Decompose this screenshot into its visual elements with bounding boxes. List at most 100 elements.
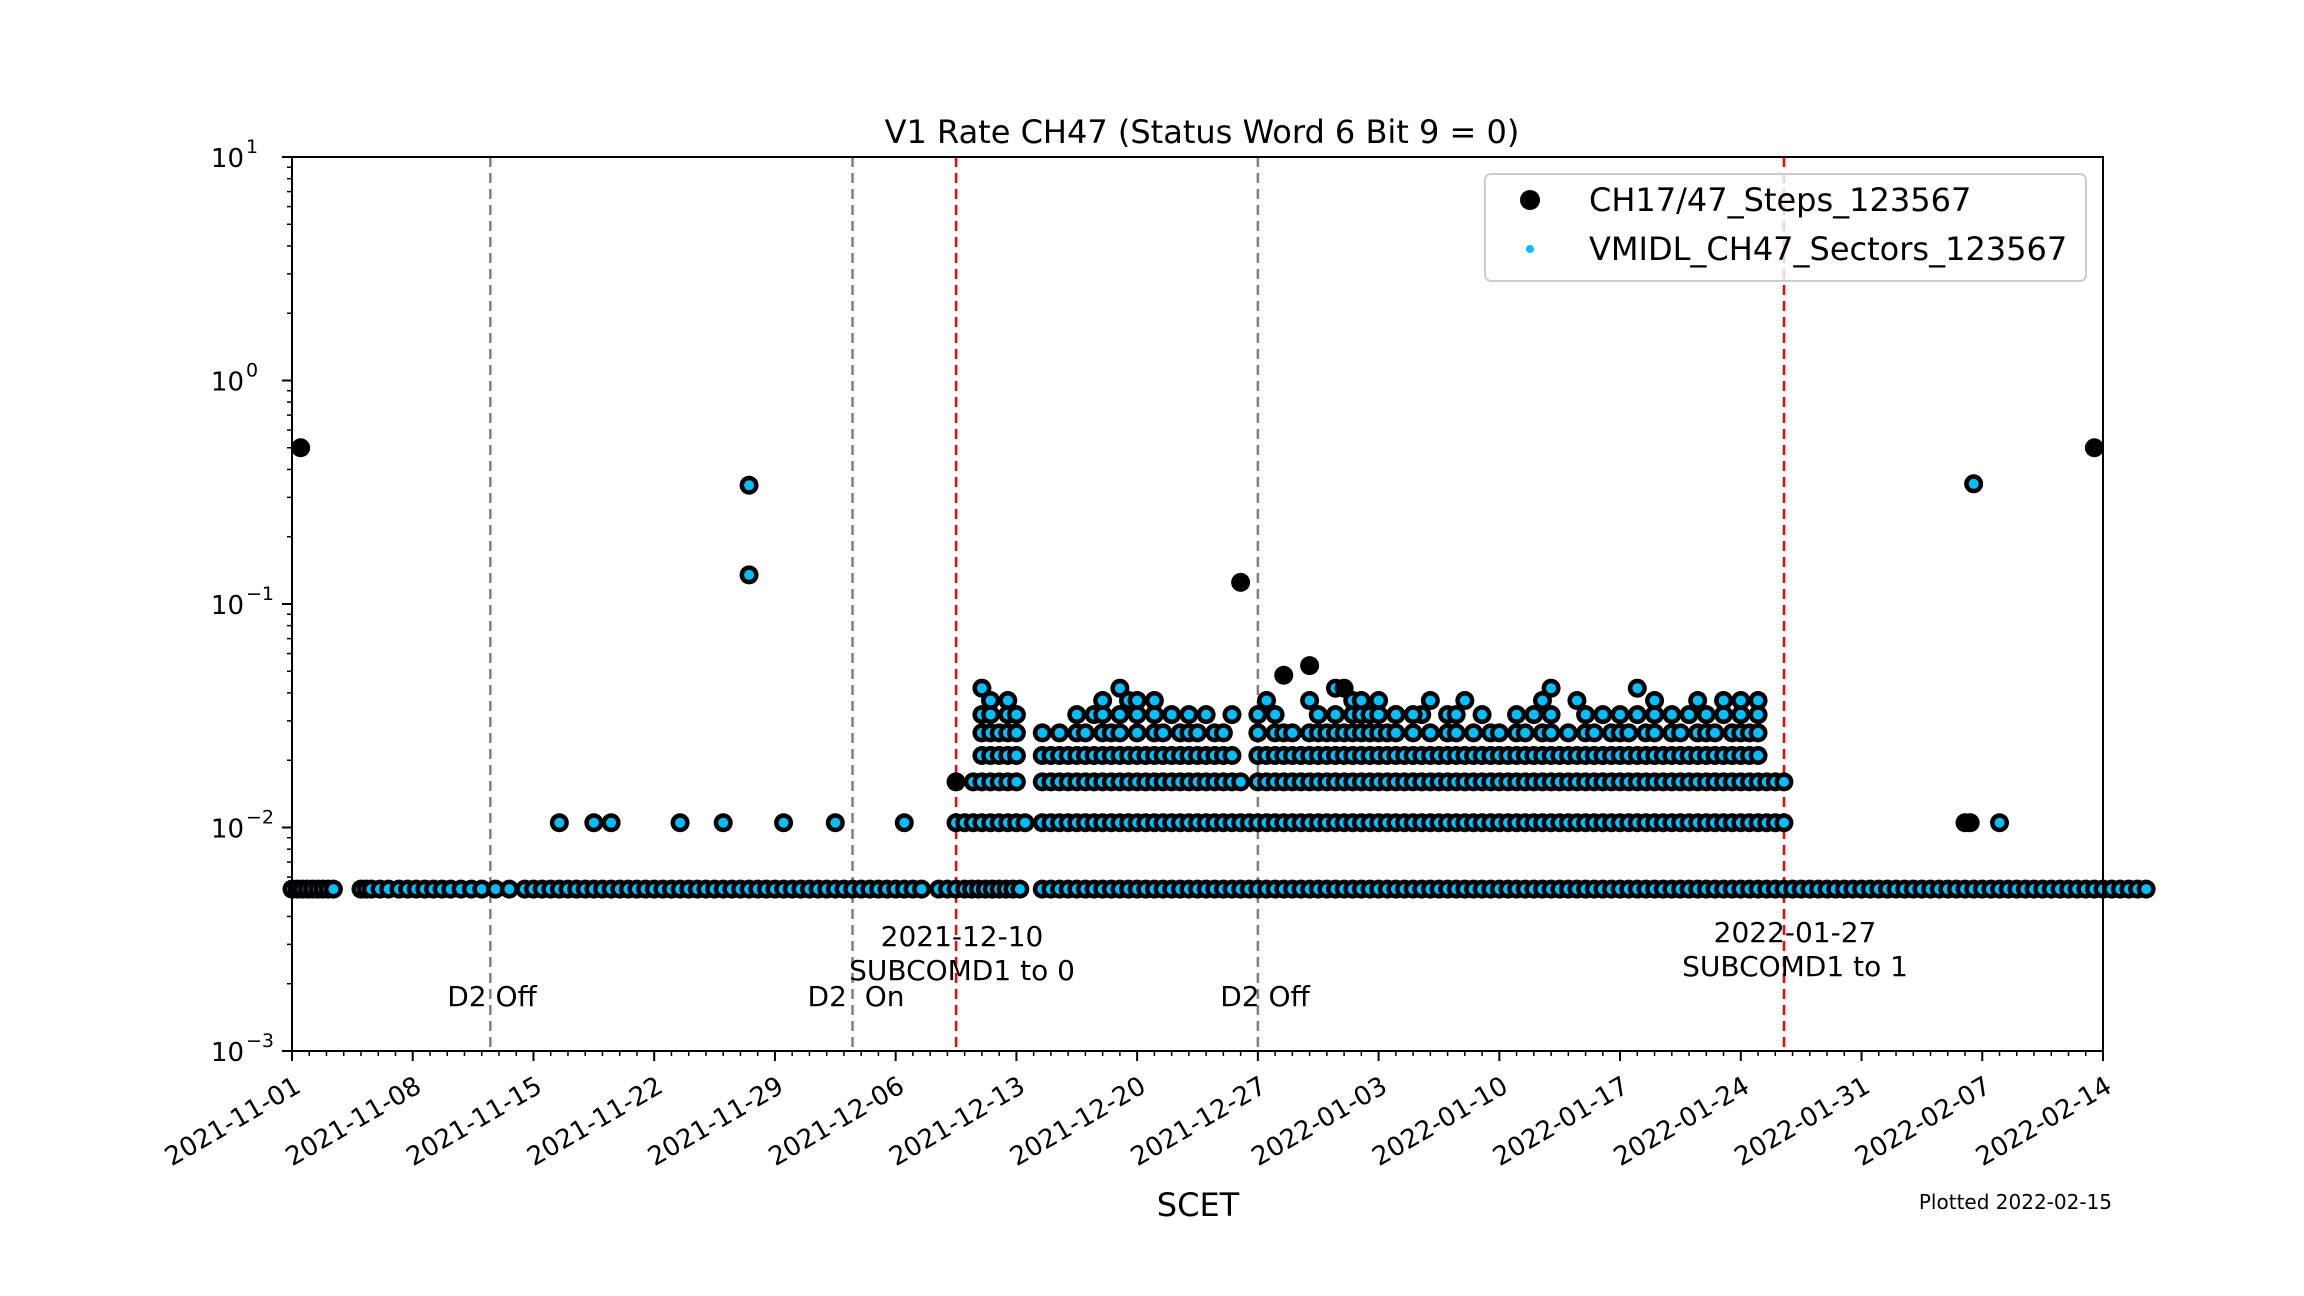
vertical-markers: [489, 157, 1786, 1051]
sectors-point: [675, 817, 686, 828]
sectors-point: [1408, 727, 1419, 738]
sectors-point: [1546, 709, 1557, 720]
sectors-point: [1520, 727, 1531, 738]
sectors-point: [778, 817, 789, 828]
sectors-point: [1632, 683, 1643, 694]
steps-point: [1300, 656, 1320, 676]
chart-title: V1 Rate CH47 (Status Word 6 Bit 9 = 0): [885, 113, 1520, 151]
y-tick-base: 10: [211, 368, 244, 398]
sectors-point: [1623, 727, 1634, 738]
sectors-point: [1649, 727, 1660, 738]
sectors-point: [1390, 709, 1401, 720]
sectors-point: [1546, 727, 1557, 738]
sectors-point: [1252, 727, 1263, 738]
sectors-point: [1692, 695, 1703, 706]
sectors-point: [1011, 727, 1022, 738]
sectors-point: [1649, 709, 1660, 720]
sectors-point: [328, 884, 339, 895]
plot-background: [292, 157, 2103, 1051]
sectors-point: [1709, 727, 1720, 738]
sectors-point: [830, 817, 841, 828]
legend-label-steps: CH17/47_Steps_123567: [1589, 181, 1971, 219]
y-tick-exponent: −1: [246, 583, 274, 605]
sectors-point: [1226, 709, 1237, 720]
sectors-point: [1252, 709, 1263, 720]
sectors-point: [1373, 695, 1384, 706]
sectors-point: [1132, 709, 1143, 720]
y-tick-base: 10: [211, 815, 244, 845]
sectors-point: [1528, 709, 1539, 720]
sectors-point: [985, 695, 996, 706]
sectors-point: [1261, 695, 1272, 706]
annotation-subcom1-date: 2022-01-27: [1714, 916, 1877, 949]
sectors-point: [1330, 709, 1341, 720]
sectors-point: [718, 817, 729, 828]
sectors-point: [1753, 750, 1764, 761]
sectors-point: [1235, 776, 1246, 787]
annotations: D2 Off D2 On 2021-12-10 SUBCOMD1 to 0 D2…: [447, 916, 1908, 1013]
sectors-point: [1158, 727, 1169, 738]
sectors-point: [1580, 709, 1591, 720]
sectors-point: [1994, 817, 2005, 828]
sectors-point: [1753, 695, 1764, 706]
sectors-point: [1511, 709, 1522, 720]
sectors-point: [588, 817, 599, 828]
sectors-point: [1390, 727, 1401, 738]
sectors-point: [1114, 727, 1125, 738]
sectors-point: [2141, 884, 2152, 895]
sectors-point: [1270, 709, 1281, 720]
legend-frame: [1484, 173, 2087, 282]
sectors-point: [1020, 817, 1031, 828]
sectors-point: [1218, 727, 1229, 738]
sectors-point: [1735, 709, 1746, 720]
legend-marker-sectors: [1526, 245, 1534, 253]
y-tick-base: 10: [211, 591, 244, 621]
sectors-point: [1675, 727, 1686, 738]
sectors-point: [554, 817, 565, 828]
sectors-point: [1132, 727, 1143, 738]
y-tick-label: 10 −2: [211, 807, 274, 845]
annotation-d2-off-2: D2 Off: [1220, 980, 1310, 1013]
sectors-point: [1753, 709, 1764, 720]
sectors-point: [1451, 709, 1462, 720]
sectors-point: [1666, 709, 1677, 720]
sectors-point: [1313, 709, 1324, 720]
sectors-point: [476, 884, 487, 895]
sectors-point: [1080, 727, 1091, 738]
y-tick-exponent: 1: [246, 136, 258, 158]
plot-area: [292, 157, 2103, 1051]
sectors-point: [1563, 727, 1574, 738]
sectors-point: [1778, 817, 1789, 828]
steps-point: [946, 772, 966, 792]
y-tick-label: 10 −1: [211, 583, 274, 621]
sectors-point: [1597, 709, 1608, 720]
sectors-point: [1192, 727, 1203, 738]
sectors-point: [1002, 695, 1013, 706]
y-tick-base: 10: [211, 144, 244, 174]
sectors-point: [1011, 709, 1022, 720]
sectors-point: [1778, 776, 1789, 787]
sectors-point: [1226, 750, 1237, 761]
sectors-point: [899, 817, 910, 828]
annotation-subcom1-text: SUBCOMD1 to 1: [1682, 950, 1908, 983]
sectors-point: [916, 884, 927, 895]
y-tick-label: 10 1: [211, 136, 258, 174]
sectors-point: [1071, 709, 1082, 720]
legend-marker-steps: [1520, 190, 1540, 210]
sectors-point: [490, 884, 501, 895]
sectors-point: [1615, 709, 1626, 720]
legend: CH17/47_Steps_123567 VMIDL_CH47_Sectors_…: [1484, 173, 2087, 282]
y-tick-exponent: 0: [246, 360, 258, 382]
sectors-point: [1451, 727, 1462, 738]
data-points: [282, 438, 2156, 899]
sectors-point: [1054, 727, 1065, 738]
sectors-point: [1701, 709, 1712, 720]
annotation-d2-off-1: D2 Off: [447, 980, 537, 1013]
sectors-point: [1166, 709, 1177, 720]
sectors-point: [1201, 709, 1212, 720]
steps-point: [1274, 665, 1294, 685]
sectors-point: [1589, 727, 1600, 738]
annotation-subcom0-date: 2021-12-10: [881, 920, 1044, 953]
sectors-point: [1477, 709, 1488, 720]
y-tick-label: 10 0: [211, 360, 258, 398]
